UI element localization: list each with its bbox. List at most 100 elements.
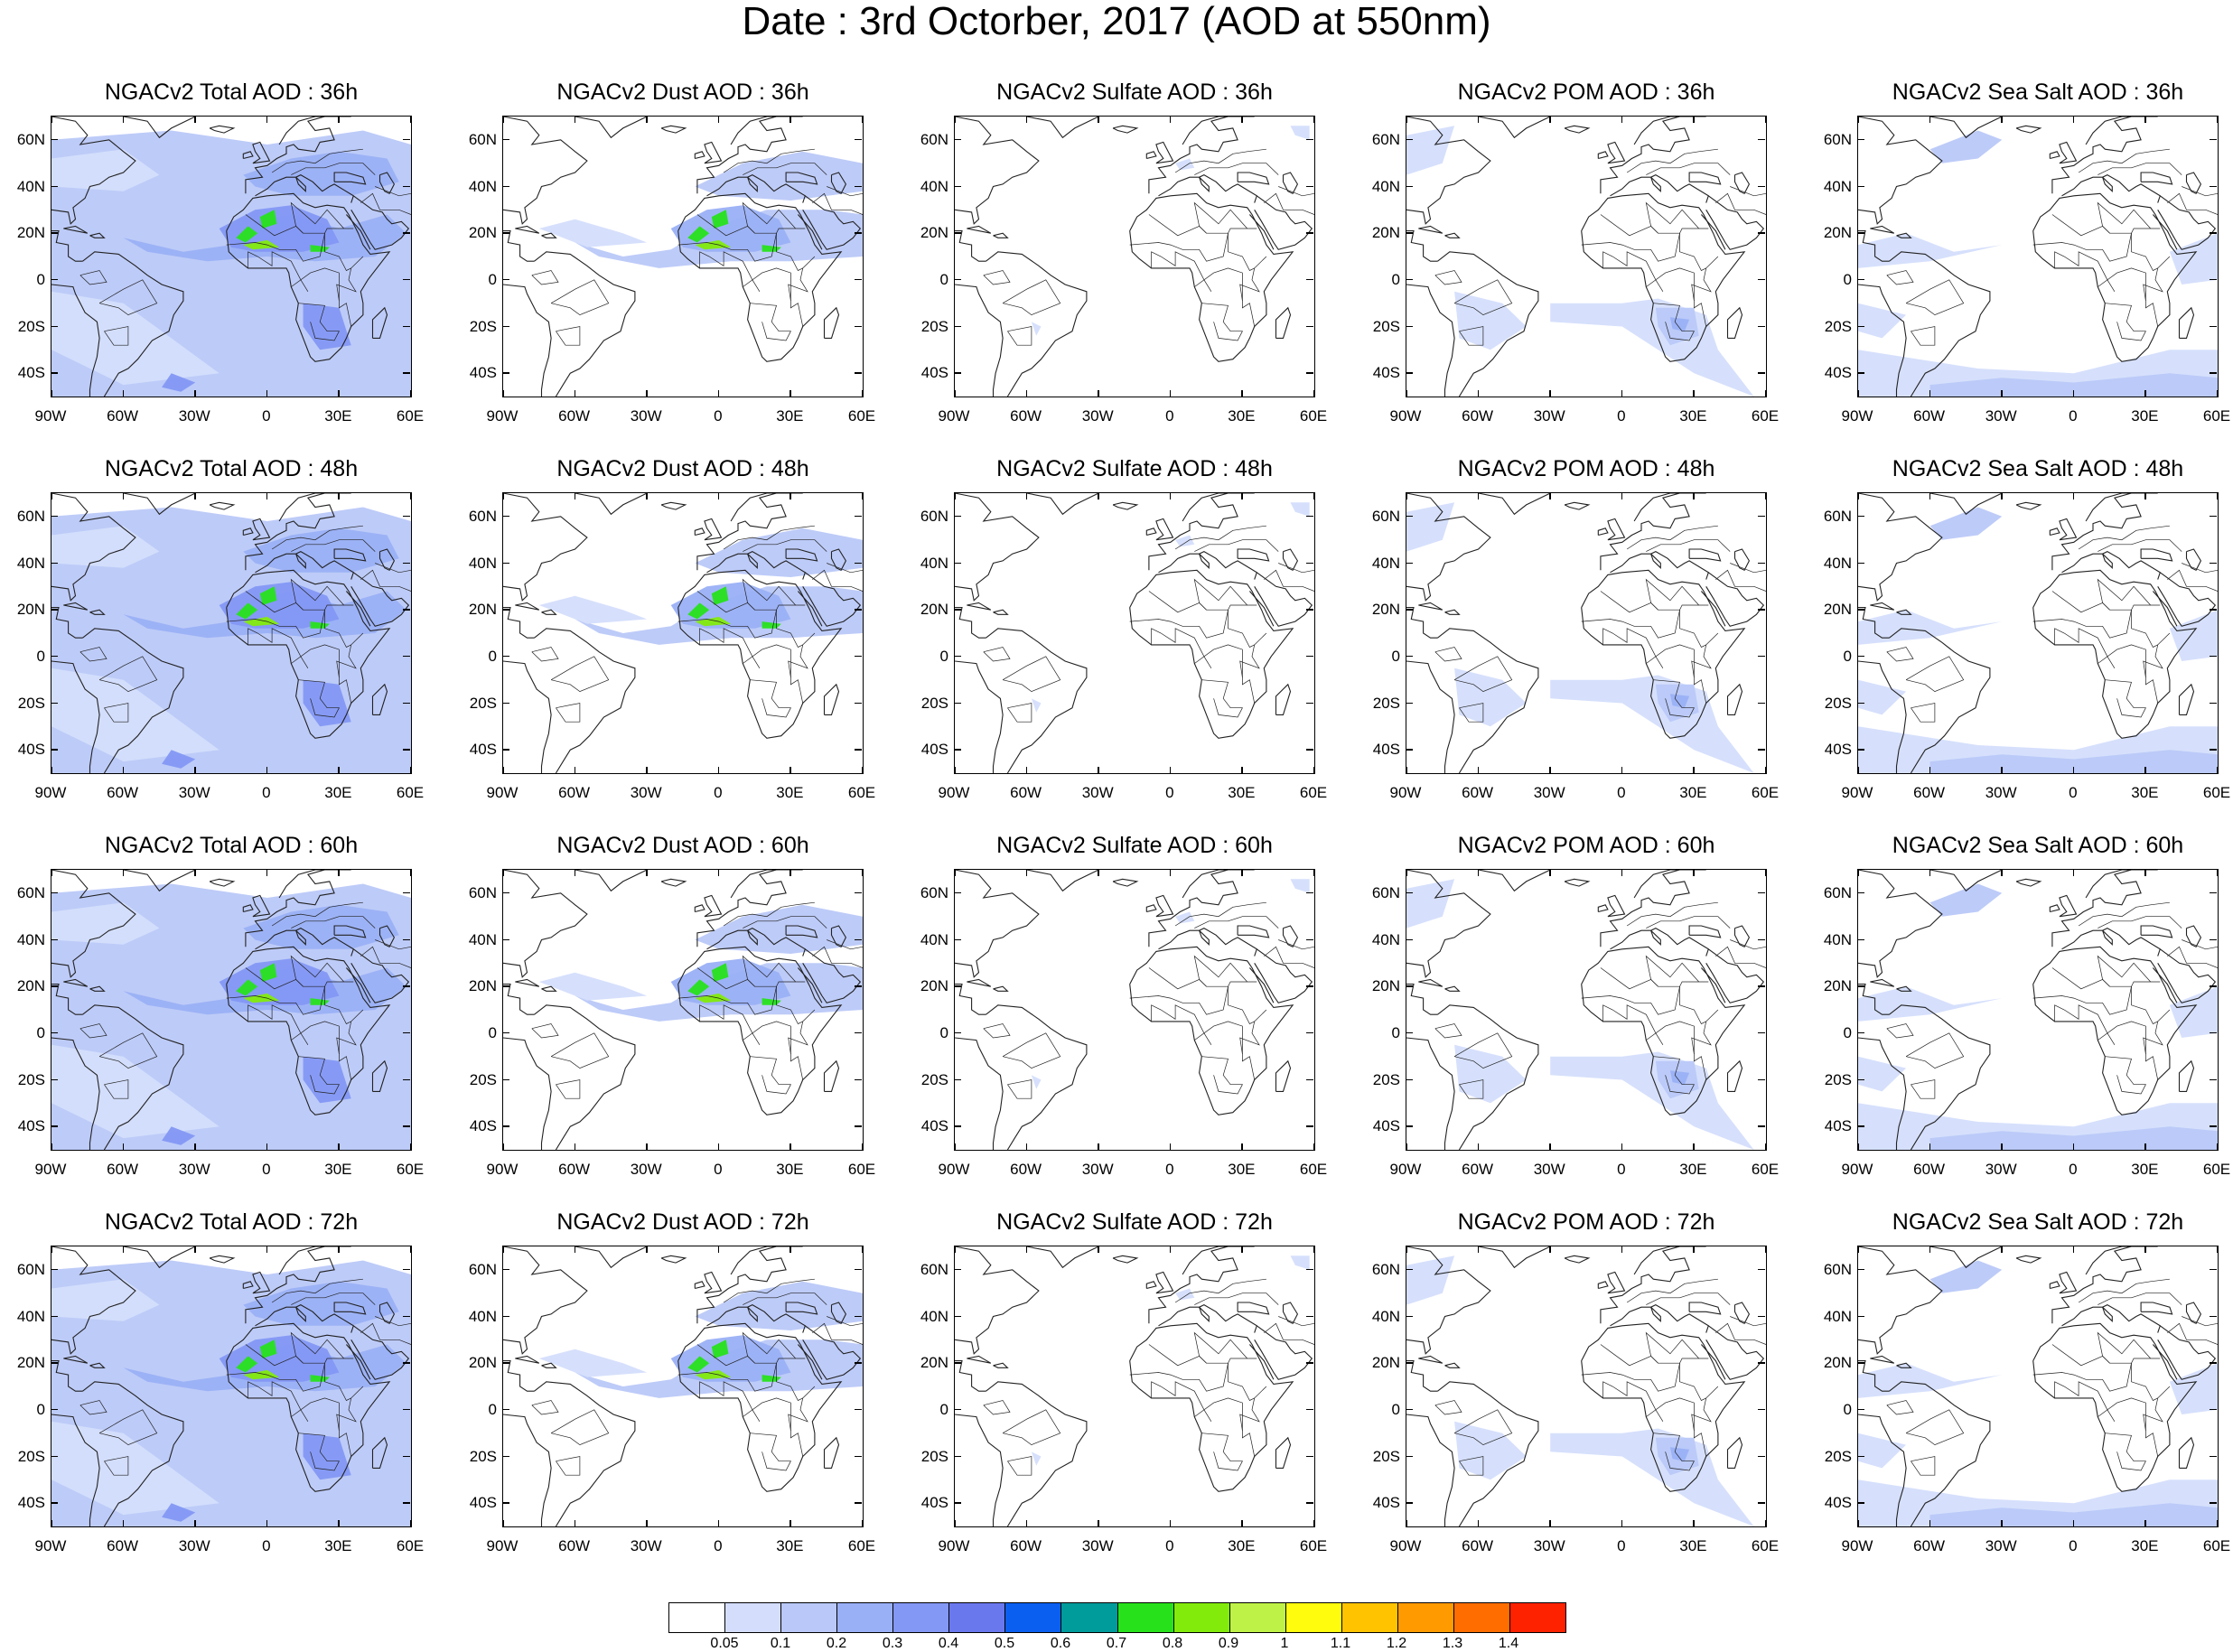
axis-tick	[122, 1246, 125, 1253]
lon-label: 0	[1165, 784, 1174, 801]
lon-label: 90W	[34, 1161, 67, 1178]
axis-tick	[1857, 869, 1859, 876]
axis-tick	[1477, 869, 1480, 876]
axis-tick	[1169, 390, 1172, 397]
axis-tick	[51, 985, 58, 987]
lon-label: 60W	[1462, 1537, 1494, 1554]
lon-label: 30W	[178, 1161, 210, 1178]
lat-label: 40S	[469, 1494, 497, 1512]
map-plot	[51, 492, 412, 774]
axis-tick	[855, 1362, 862, 1364]
lat-label: 60N	[468, 507, 497, 525]
axis-tick	[502, 767, 504, 774]
axis-tick	[1169, 869, 1172, 876]
lat-label: 20S	[17, 317, 45, 335]
colorbar-swatch	[893, 1603, 950, 1632]
axis-tick	[502, 1315, 509, 1317]
lon-label: 90W	[1389, 1161, 1422, 1178]
axis-tick	[2001, 390, 2003, 397]
lon-label: 60E	[2202, 407, 2231, 425]
axis-tick	[502, 749, 509, 751]
lat-label: 20S	[17, 694, 45, 712]
axis-tick	[502, 1143, 504, 1151]
axis-tick	[51, 1078, 58, 1080]
axis-tick	[1306, 515, 1313, 518]
axis-tick	[122, 869, 125, 876]
panel-title: NGACv2 Sea Salt AOD : 72h	[1892, 1209, 2184, 1235]
lat-label: 40N	[468, 930, 497, 948]
colorbar-label: 0.05	[710, 1636, 739, 1651]
lat-label: 40S	[920, 1117, 948, 1135]
axis-tick	[574, 869, 576, 876]
lon-label: 60E	[847, 1161, 876, 1178]
axis-tick	[574, 767, 576, 774]
lon-label: 0	[1165, 407, 1174, 425]
axis-tick	[2217, 767, 2219, 774]
lat-label: 60N	[16, 1260, 45, 1278]
axis-tick	[717, 1143, 720, 1151]
axis-tick	[717, 116, 720, 123]
lon-label: 30E	[1228, 407, 1256, 425]
axis-tick	[954, 278, 961, 281]
axis-tick	[2144, 390, 2146, 397]
axis-tick	[2210, 1268, 2217, 1271]
lon-label: 60E	[1299, 1537, 1328, 1554]
axis-tick	[855, 1502, 862, 1504]
colorbar-swatch	[1005, 1603, 1062, 1632]
axis-tick	[1306, 562, 1313, 564]
lon-label: 90W	[486, 1537, 519, 1554]
axis-tick	[2217, 1520, 2219, 1527]
axis-tick	[574, 390, 576, 397]
axis-tick	[954, 1031, 961, 1034]
axis-tick	[2210, 1125, 2217, 1127]
axis-tick	[338, 767, 340, 774]
lat-label: 60N	[1371, 130, 1400, 148]
axis-tick	[855, 1125, 862, 1127]
map-panel-total-36h: NGACv2 Total AOD : 36h 60N 40N 20N 0 20S 40S 90…	[17, 79, 424, 459]
lon-label: 30W	[630, 1537, 662, 1554]
axis-tick	[1306, 325, 1313, 327]
axis-tick	[855, 515, 862, 518]
axis-tick	[1621, 390, 1623, 397]
axis-tick	[403, 655, 410, 658]
panel-title: NGACv2 Dust AOD : 72h	[556, 1209, 809, 1235]
axis-tick	[1929, 1143, 1931, 1151]
axis-tick	[502, 1520, 504, 1527]
lon-label: 30W	[630, 784, 662, 801]
lat-label: 40N	[920, 1307, 948, 1325]
map-panel-seasalt-60h: NGACv2 Sea Salt AOD : 60h 60N 40N 20N 0 20S 40…	[1824, 833, 2230, 1212]
lon-label: 30E	[776, 1537, 804, 1554]
axis-tick	[1406, 1125, 1413, 1127]
lat-label: 20N	[468, 1354, 497, 1372]
axis-tick	[2217, 492, 2219, 499]
axis-tick	[1406, 609, 1413, 611]
lon-label: 90W	[486, 784, 519, 801]
axis-tick	[2144, 1246, 2146, 1253]
axis-tick	[1406, 1455, 1413, 1457]
lat-label: 20S	[920, 317, 948, 335]
axis-tick	[1758, 1455, 1765, 1457]
axis-tick	[717, 492, 720, 499]
axis-tick	[954, 938, 961, 940]
axis-tick	[646, 390, 648, 397]
axis-tick	[266, 869, 268, 876]
axis-tick	[954, 609, 961, 611]
axis-tick	[502, 492, 504, 499]
axis-tick	[2210, 1502, 2217, 1504]
axis-tick	[51, 767, 52, 774]
axis-tick	[1477, 1520, 1480, 1527]
colorbar-label: 1	[1280, 1636, 1289, 1651]
lat-label: 60N	[468, 1260, 497, 1278]
axis-tick	[1857, 1268, 1864, 1271]
lat-label: 40N	[16, 554, 45, 572]
axis-tick	[51, 938, 58, 940]
lat-label: 20N	[1371, 977, 1400, 995]
axis-tick	[1406, 185, 1413, 187]
axis-tick	[502, 1362, 509, 1364]
axis-tick	[51, 609, 58, 611]
axis-tick	[51, 515, 58, 518]
axis-tick	[855, 609, 862, 611]
colorbar-label: 0.7	[1106, 1636, 1127, 1651]
axis-tick	[954, 1408, 961, 1411]
axis-tick	[502, 655, 509, 658]
